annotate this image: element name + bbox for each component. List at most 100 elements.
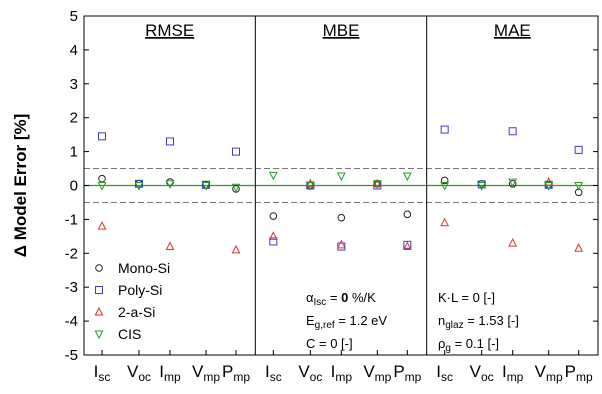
data-point: [231, 183, 241, 193]
x-axis: Isc Voc Imp Vmp Pmp Isc Voc Imp Vmp Pmp Isc Voc Imp V…: [94, 350, 593, 384]
data-point: [508, 127, 517, 136]
legend-label: Mono-Si: [118, 260, 170, 276]
panel-title: MBE: [323, 21, 360, 40]
y-tick-label: 4: [70, 42, 78, 59]
data-point: [440, 125, 449, 134]
data-point: [544, 177, 554, 186]
y-axis: 5 4 3 2 1 0 -1 -2 -3 -4 -5: [65, 8, 598, 364]
data-point: [165, 180, 175, 189]
x-tick-label: Voc: [298, 362, 322, 384]
data-point: [440, 176, 449, 185]
data-point: [477, 182, 487, 191]
data-point: [508, 238, 518, 247]
mbe-note: C = 0 [-]: [306, 336, 353, 351]
data-point: [574, 145, 583, 154]
data-point: [166, 178, 174, 186]
data-point: [269, 212, 278, 220]
data-point: [305, 178, 315, 188]
panel-dividers: [254, 16, 428, 355]
panel-title: MAE: [494, 21, 531, 40]
data-point: [403, 240, 412, 249]
mae-note: K·L = 0 [-]: [438, 290, 495, 305]
data-point: [166, 137, 174, 146]
data-point: [305, 182, 315, 191]
data-point: [97, 182, 107, 191]
data-point: [477, 180, 486, 189]
reference-lines: [84, 168, 598, 203]
data-point: [544, 182, 554, 191]
y-tick-label: -5: [65, 347, 78, 364]
y-tick-label: -2: [65, 245, 78, 262]
y-tick-label: -4: [65, 313, 78, 330]
data-point: [165, 241, 175, 251]
data-point: [373, 181, 382, 190]
x-tick-label: Pmp: [565, 362, 593, 384]
data-point: [135, 180, 143, 188]
data-point: [337, 242, 346, 251]
x-tick-label: Voc: [470, 362, 494, 384]
legend-label: CIS: [118, 326, 141, 342]
annotations: αIsc = 0 %/K Eg,ref = 1.2 eV C = 0 [-] K·L …: [306, 290, 519, 354]
data-point: [134, 182, 144, 191]
x-tick-label: Vmp: [192, 362, 220, 384]
x-tick-label: Vmp: [363, 362, 391, 384]
data-point: [508, 178, 518, 188]
x-tick-label: Isc: [436, 362, 453, 384]
x-tick-label: Pmp: [222, 362, 250, 384]
data-point: [440, 182, 450, 191]
data-point: [336, 239, 346, 249]
data-point: [97, 221, 107, 230]
y-tick-label: 0: [70, 178, 78, 195]
data-point: [402, 241, 412, 251]
x-tick-label: Imp: [331, 362, 353, 384]
data-point: [232, 147, 240, 156]
data-point: [336, 172, 346, 182]
mbe-note: αIsc = 0 %/K: [306, 290, 376, 308]
data-point: [440, 217, 450, 227]
data-point: [337, 213, 346, 222]
y-axis-label: Δ Model Error [%]: [11, 114, 30, 258]
x-tick-label: Isc: [265, 362, 282, 384]
legend-marker: [95, 264, 103, 272]
data-point: [574, 182, 584, 191]
legend-label: Poly-Si: [118, 282, 162, 298]
y-tick-label: -3: [65, 279, 78, 296]
data-point: [135, 179, 143, 188]
data-point: [201, 182, 211, 191]
y-tick-label: 5: [70, 8, 78, 25]
x-tick-label: Pmp: [393, 362, 421, 384]
data-point: [477, 180, 486, 188]
data-point: [202, 180, 210, 189]
data-point: [268, 231, 278, 240]
data-point: [268, 171, 278, 181]
y-tick-label: 3: [70, 76, 78, 93]
x-tick-label: Imp: [502, 362, 524, 384]
y-tick-label: -1: [65, 211, 78, 228]
data-point: [98, 174, 106, 183]
legend-marker: [94, 330, 104, 340]
data-points: [97, 125, 584, 254]
mae-note: ρg = 0.1 [-]: [438, 336, 499, 354]
mae-note: nglaz = 1.53 [-]: [438, 313, 519, 331]
mbe-note: Eg,ref = 1.2 eV: [306, 313, 387, 331]
x-tick-label: Voc: [127, 362, 151, 384]
y-tick-label: 1: [70, 144, 78, 161]
data-point: [269, 237, 278, 246]
data-point: [402, 172, 412, 182]
data-point: [574, 243, 584, 252]
legend: Mono-Si Poly-Si 2-a-Si CIS: [94, 260, 170, 342]
x-tick-label: Vmp: [535, 362, 563, 384]
x-tick-label: Isc: [94, 362, 111, 384]
data-point: [403, 210, 412, 219]
data-point: [231, 244, 241, 254]
y-tick-label: 2: [70, 110, 78, 127]
x-tick-label: Imp: [159, 362, 181, 384]
legend-marker: [94, 306, 104, 316]
panel-titles: RMSE MBE MAE: [145, 21, 531, 40]
data-point: [98, 132, 106, 141]
legend-marker: [95, 286, 103, 294]
panel-title: RMSE: [145, 21, 194, 40]
legend-label: 2-a-Si: [118, 304, 155, 320]
data-point: [372, 180, 382, 189]
